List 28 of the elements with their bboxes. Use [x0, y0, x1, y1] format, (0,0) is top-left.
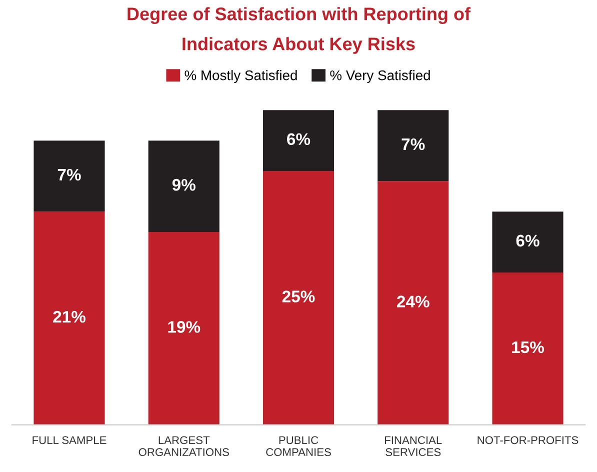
bar — [492, 272, 564, 425]
bar — [378, 110, 449, 182]
data-label: 7% — [402, 138, 425, 150]
x-tick-label: LARGEST ORGANIZATIONS — [138, 436, 229, 456]
bar — [262, 110, 334, 172]
data-label: 6% — [516, 234, 540, 247]
bar — [34, 140, 105, 212]
data-label: 9% — [172, 178, 196, 191]
x-tick-label: FULL SAMPLE — [32, 436, 106, 444]
chart-title: Degree of Satisfaction with Reporting of Indicators About Key Risks — [128, 7, 471, 54]
bar — [492, 212, 564, 273]
x-tick-label: PUBLIC COMPANIES — [266, 436, 331, 456]
data-label: 15% — [512, 341, 544, 354]
data-label: 24% — [397, 296, 430, 308]
data-label: 21% — [53, 310, 86, 323]
bar — [262, 171, 334, 425]
data-label: 6% — [287, 133, 310, 146]
data-label: 25% — [282, 290, 315, 302]
data-label: 7% — [58, 168, 81, 181]
legend-label: % Very Satisfied — [330, 70, 430, 83]
legend-label: % Mostly Satisfied — [184, 70, 297, 83]
data-label: 19% — [168, 321, 200, 333]
bar — [378, 181, 449, 425]
x-tick-label: FINANCIAL SERVICES — [385, 436, 442, 456]
bar — [148, 232, 220, 425]
bar — [148, 140, 220, 232]
bar — [34, 212, 105, 425]
x-tick-label: NOT-FOR-PROFITS — [478, 436, 578, 444]
